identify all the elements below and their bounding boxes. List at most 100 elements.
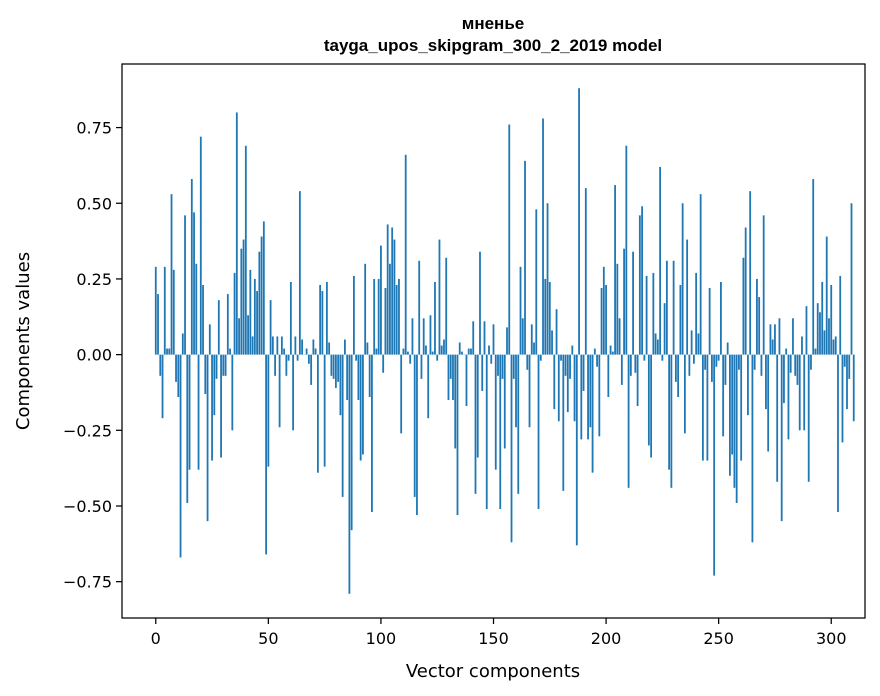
bar [618,318,621,355]
bar [519,266,522,355]
bar [168,348,171,355]
bar [305,348,308,355]
bar [697,333,700,355]
bar [810,354,812,370]
bar [584,188,587,355]
bar [339,354,342,416]
bar [605,284,607,355]
bar [269,300,272,355]
bar [265,354,267,555]
bar [407,351,409,355]
bar [488,345,490,355]
bar [841,354,844,443]
bar [553,354,556,410]
bar [267,354,270,467]
bar [620,354,623,385]
bar [510,354,513,543]
bar [816,303,819,355]
y-tick-label: 0.75 [76,119,112,138]
bar [211,354,213,461]
bar [659,166,662,355]
bar [837,354,839,513]
bar [368,354,371,397]
bar [420,354,423,379]
bar [181,333,184,355]
bar [701,354,704,461]
bar [197,354,200,470]
x-tick-label: 50 [258,629,278,648]
bar [677,354,680,397]
bar [546,203,549,355]
bar [422,318,425,355]
bar [724,354,727,385]
bar [474,354,477,494]
bar [638,215,641,355]
bar [285,354,288,376]
bar [350,354,353,531]
bar [623,248,625,355]
bar [656,339,659,355]
bar [280,336,283,355]
bar [366,342,369,355]
bar [521,318,524,355]
bar [458,342,461,355]
bar [609,345,612,355]
bar [839,275,842,355]
bar [193,212,195,355]
bar [357,354,360,401]
bar [771,339,774,355]
bar [179,354,182,558]
bar [362,354,364,455]
bar [582,354,585,391]
bar [641,206,643,355]
bar [177,354,180,397]
bar [503,354,506,449]
bar [600,288,603,355]
bar [668,354,671,470]
bar [427,354,430,419]
y-tick-label: 0.00 [76,346,112,365]
bar [355,354,358,361]
bar [501,354,504,379]
bar [229,348,231,355]
bar [172,269,175,355]
bar [776,354,779,482]
bar [353,275,355,355]
bar [404,154,407,355]
bar [206,354,209,522]
bar [220,354,222,458]
y-tick-label: 0.50 [76,194,112,213]
bar [758,297,761,355]
bar [253,278,256,355]
bar [735,354,738,503]
bar [654,333,657,355]
bar [846,354,848,410]
bar [301,339,304,355]
bar [569,354,571,379]
bar [310,354,313,385]
bar [425,345,427,355]
bar [400,354,403,434]
bar [852,354,855,422]
bar [515,354,517,428]
bar [663,303,666,355]
bar [188,354,191,470]
bar [231,354,234,431]
bar [344,339,346,355]
bar [688,354,691,376]
bar [262,221,265,355]
bar [258,251,261,355]
bar [395,284,398,355]
bar [163,266,166,355]
bar [337,354,340,382]
bar [431,351,434,355]
bar [564,354,567,376]
bar [393,239,396,355]
bar [242,239,245,355]
bar [742,257,745,355]
bar [359,354,362,461]
bar [224,354,227,376]
bar [848,354,851,379]
bar [278,354,281,428]
